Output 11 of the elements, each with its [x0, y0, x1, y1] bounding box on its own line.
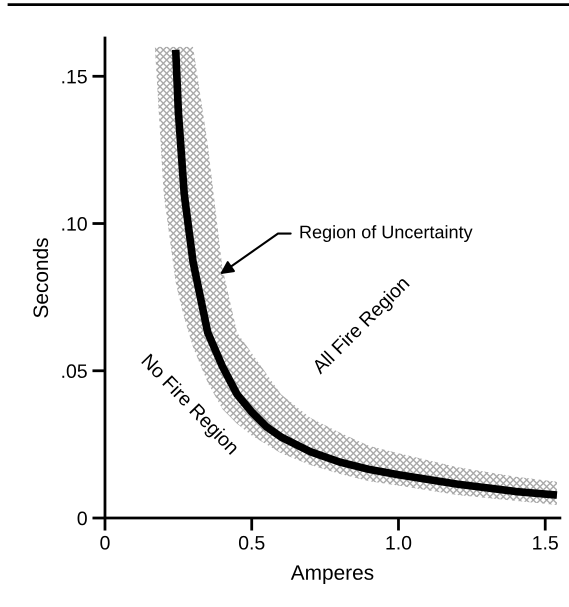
y-tick-label: .05 [62, 364, 87, 378]
x-tick-label: 0 [100, 536, 110, 550]
x-tick-label: 1.5 [533, 536, 558, 550]
x-tick-label: 1.0 [386, 536, 412, 550]
y-tick-label: 0 [78, 511, 87, 526]
x-tick-label: 0.5 [238, 536, 264, 550]
y-tick-label: .10 [62, 216, 87, 231]
y-tick-label: .15 [62, 70, 87, 84]
y-axis-title: Seconds [32, 238, 48, 318]
x-axis-title: Amperes [290, 565, 374, 584]
annotation: Region of Uncertainty [300, 225, 473, 242]
